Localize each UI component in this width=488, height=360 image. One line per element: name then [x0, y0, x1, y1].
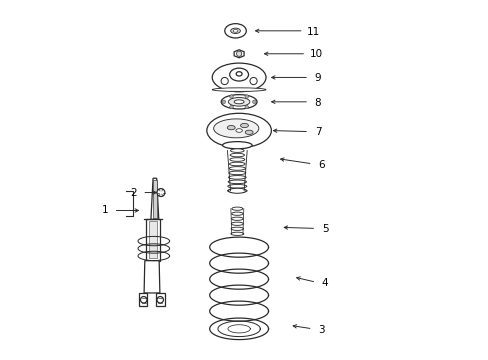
Circle shape [222, 100, 225, 104]
Text: 1: 1 [101, 206, 108, 216]
Circle shape [252, 100, 256, 104]
Ellipse shape [240, 123, 248, 128]
Circle shape [229, 95, 233, 98]
Ellipse shape [234, 100, 244, 104]
Ellipse shape [229, 167, 245, 170]
Ellipse shape [228, 180, 246, 184]
Ellipse shape [231, 212, 243, 215]
Polygon shape [151, 178, 159, 220]
Ellipse shape [230, 153, 244, 157]
Ellipse shape [230, 149, 244, 152]
Text: 2: 2 [130, 188, 136, 198]
Circle shape [140, 297, 147, 303]
Ellipse shape [231, 222, 243, 225]
Ellipse shape [229, 158, 244, 161]
Ellipse shape [228, 171, 245, 175]
Circle shape [157, 189, 164, 197]
Ellipse shape [229, 68, 248, 81]
Ellipse shape [233, 30, 238, 32]
Ellipse shape [222, 141, 252, 149]
Text: 4: 4 [321, 278, 328, 288]
Ellipse shape [231, 227, 243, 230]
Ellipse shape [228, 188, 245, 193]
Text: 9: 9 [314, 73, 321, 83]
Ellipse shape [224, 24, 246, 38]
Circle shape [244, 95, 248, 98]
Text: 10: 10 [309, 49, 322, 59]
Polygon shape [146, 220, 160, 261]
Polygon shape [144, 261, 160, 293]
Ellipse shape [228, 98, 249, 106]
Ellipse shape [212, 63, 265, 92]
Ellipse shape [231, 217, 243, 220]
Ellipse shape [227, 189, 247, 193]
Ellipse shape [206, 113, 271, 148]
Ellipse shape [244, 130, 253, 134]
Ellipse shape [213, 119, 258, 138]
Ellipse shape [235, 129, 242, 132]
Circle shape [244, 105, 248, 109]
Polygon shape [234, 50, 244, 58]
Text: 11: 11 [306, 27, 319, 36]
Polygon shape [156, 293, 164, 306]
Polygon shape [149, 221, 156, 258]
Ellipse shape [229, 162, 244, 166]
Ellipse shape [227, 185, 246, 188]
Circle shape [157, 297, 163, 303]
Ellipse shape [221, 95, 257, 109]
Ellipse shape [231, 207, 243, 210]
Polygon shape [152, 180, 157, 218]
Text: 5: 5 [321, 224, 328, 234]
Text: 8: 8 [314, 98, 321, 108]
Ellipse shape [230, 232, 244, 235]
Circle shape [229, 105, 233, 109]
Ellipse shape [230, 28, 240, 33]
Ellipse shape [236, 72, 242, 76]
Text: 6: 6 [318, 159, 324, 170]
Ellipse shape [212, 88, 265, 91]
Ellipse shape [227, 126, 235, 130]
Ellipse shape [228, 176, 245, 179]
Polygon shape [139, 293, 147, 306]
Text: 7: 7 [314, 127, 321, 137]
Text: 3: 3 [318, 325, 324, 334]
Circle shape [236, 51, 241, 57]
Circle shape [221, 77, 228, 85]
Circle shape [249, 77, 257, 85]
